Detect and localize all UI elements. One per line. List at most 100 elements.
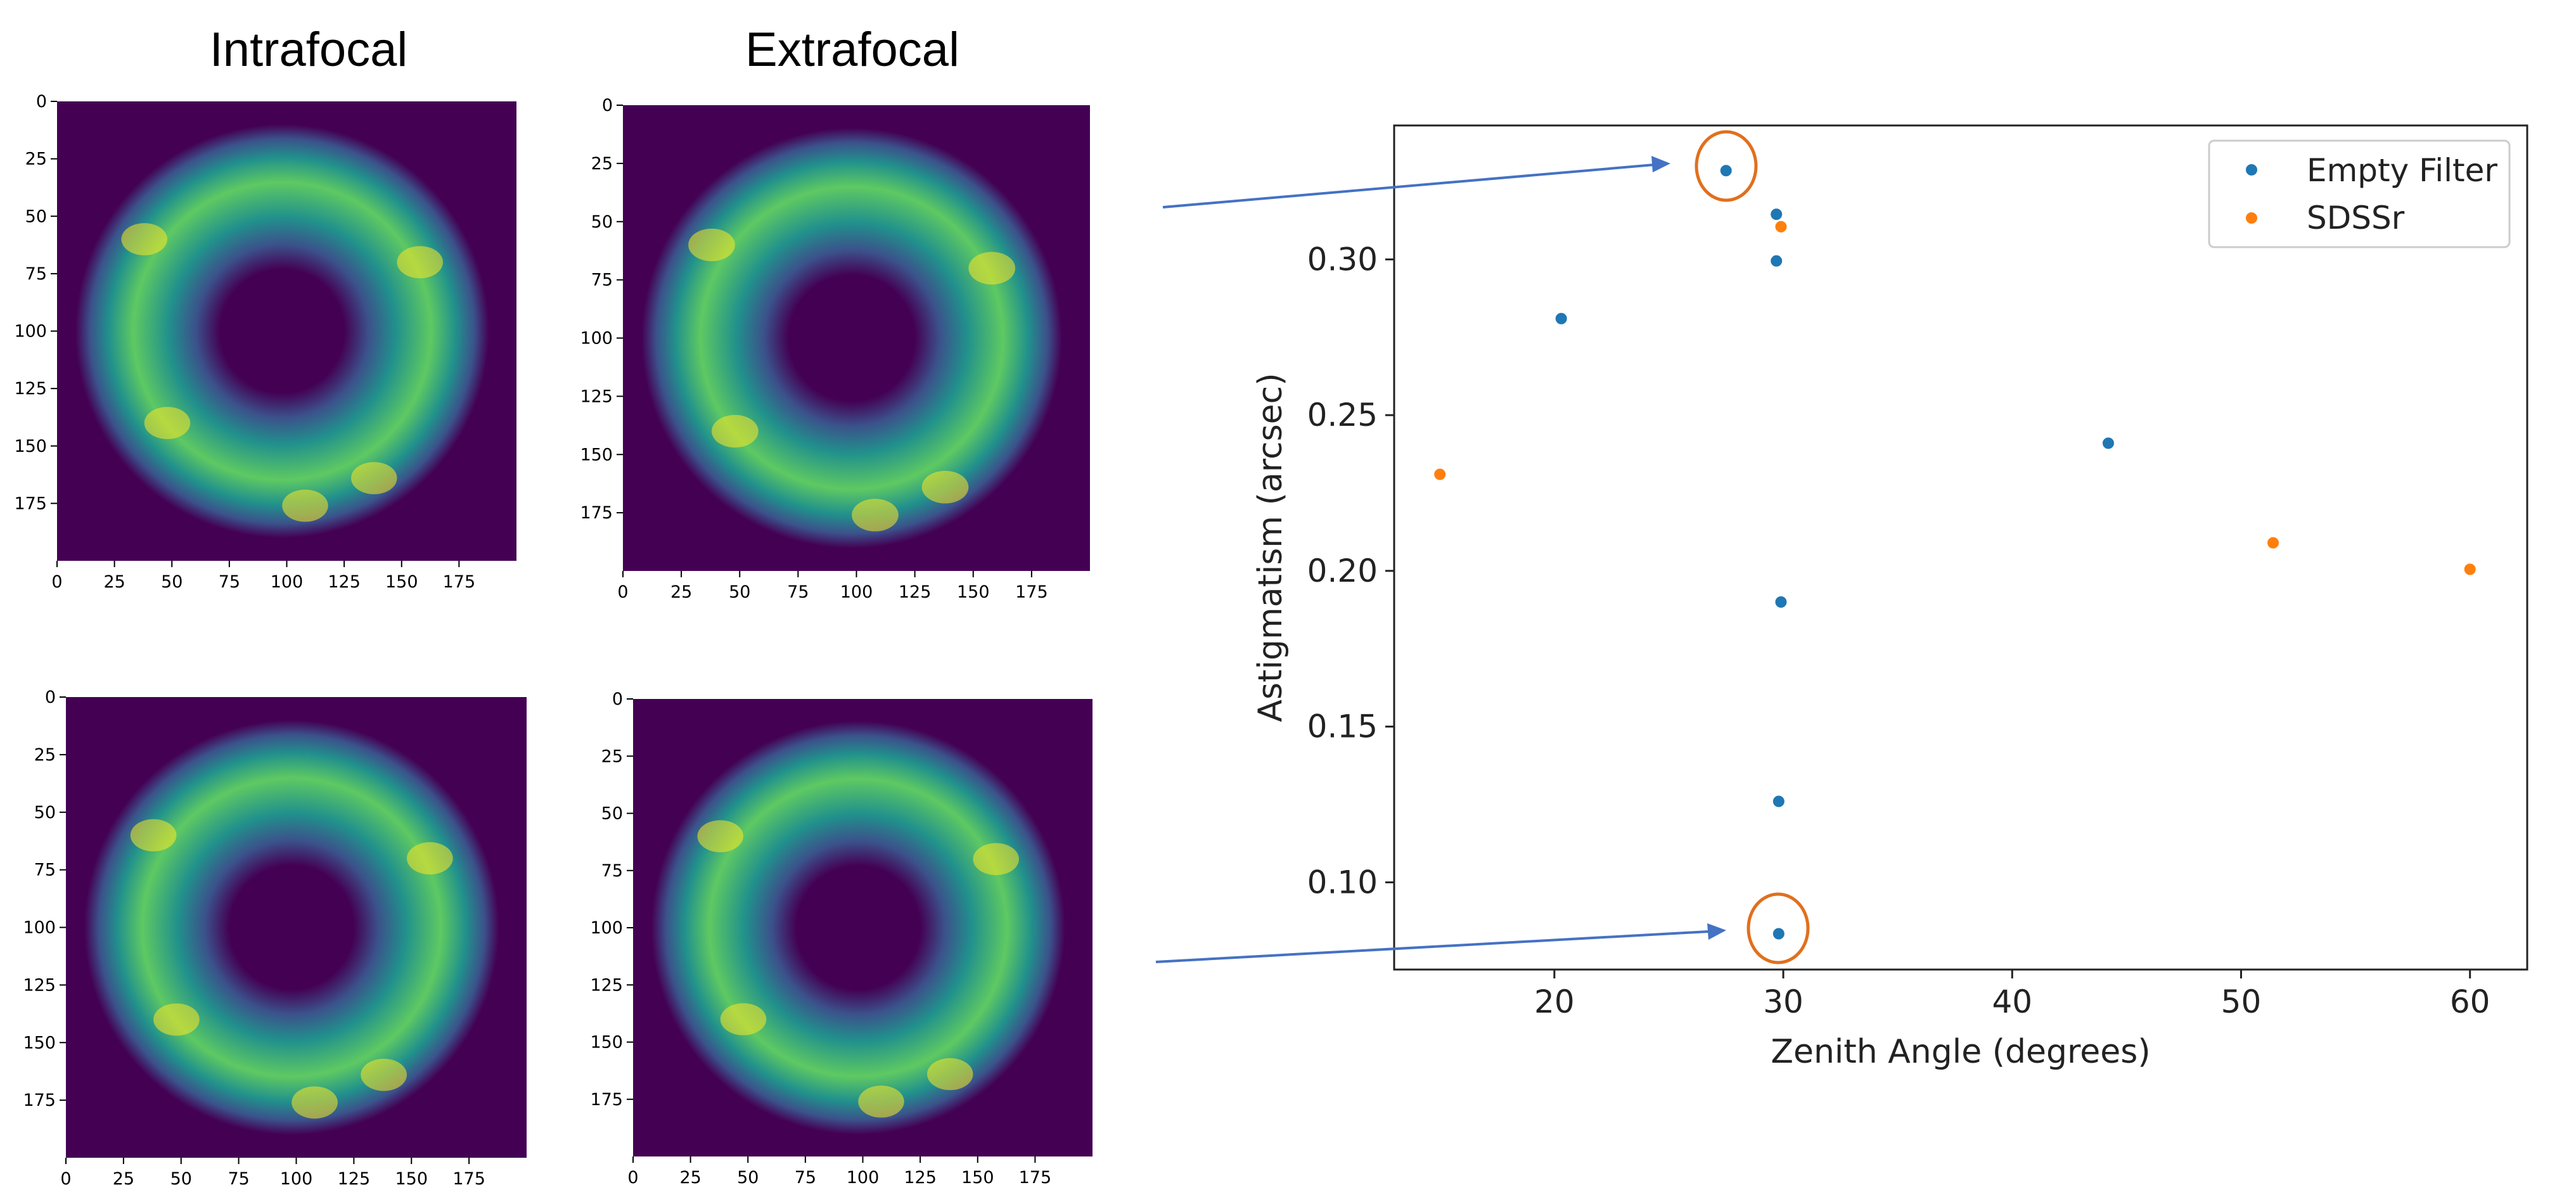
legend-label-empty-filter: Empty Filter (2307, 152, 2497, 189)
point-empty-filter (1774, 595, 1788, 610)
y-tick-label: 25 (25, 150, 47, 169)
y-tick-label: 100 (580, 329, 613, 349)
legend-marker-empty-filter (2245, 163, 2259, 177)
y-tick-label: 75 (601, 861, 623, 881)
x-tick-label: 175 (443, 572, 476, 592)
legend-marker-sdssr (2245, 211, 2259, 225)
y-tick-label: 0.10 (1307, 864, 1378, 900)
y-tick-label: 125 (590, 975, 623, 995)
x-axis-label: Zenith Angle (degrees) (1771, 1033, 2150, 1071)
legend-label-sdssr: SDSSr (2307, 200, 2405, 236)
x-tick-label: 25 (670, 582, 692, 602)
x-tick-label: 100 (271, 572, 304, 592)
x-tick-label: 50 (729, 582, 750, 602)
x-tick-label: 20 (1534, 983, 1575, 1020)
point-sdssr (2463, 562, 2477, 577)
point-empty-filter (1771, 926, 1786, 941)
donut-image-panels: 0 0 25 25 50 50 75 75 100 100 125 125 150 150 175 175 0 0… (14, 92, 1093, 1185)
x-tick-label: 75 (219, 572, 240, 592)
donut-ring (651, 721, 1065, 1135)
intensity-blob (130, 819, 177, 852)
intensity-blob (688, 228, 735, 262)
y-tick-label: 150 (580, 445, 613, 464)
x-tick-label: 50 (161, 572, 183, 592)
y-axis-ticks: 0.10 0.15 0.20 0.25 0.30 (1307, 241, 1394, 900)
donut-panel: 0 0 25 25 50 50 75 75 100 100 125 125 150 150 175 175 (580, 96, 1090, 602)
point-empty-filter (1771, 794, 1786, 809)
y-tick-label: 75 (34, 861, 56, 880)
point-empty-filter (1769, 207, 1784, 222)
intensity-blob (720, 1003, 767, 1035)
y-tick-label: 0 (602, 96, 613, 115)
donut-ring (75, 124, 489, 538)
x-tick-label: 175 (1015, 582, 1048, 602)
intensity-blob (361, 1058, 407, 1091)
intensity-blob (406, 842, 453, 874)
intensity-blob (351, 462, 397, 494)
y-tick-label: 150 (23, 1033, 56, 1053)
y-tick-label: 50 (591, 212, 613, 232)
y-tick-label: 50 (25, 207, 47, 226)
x-tick-label: 100 (847, 1168, 880, 1185)
x-tick-label: 75 (227, 1169, 249, 1185)
data-points (1433, 163, 2477, 941)
y-tick-label: 100 (590, 918, 623, 938)
y-tick-label: 25 (591, 154, 613, 174)
y-tick-label: 75 (591, 271, 613, 290)
x-tick-label: 75 (787, 582, 809, 602)
intensity-blob (282, 489, 328, 522)
scatter-chart: 20 30 40 50 60 0.10 0.15 0.20 0.25 0.30 Zenith A… (1252, 124, 2528, 1071)
x-tick-label: 150 (395, 1169, 428, 1185)
x-tick-label: 0 (617, 582, 628, 602)
point-empty-filter (1719, 163, 1733, 178)
x-tick-label: 25 (103, 572, 125, 592)
x-tick-label: 100 (840, 582, 873, 602)
y-tick-label: 25 (601, 746, 623, 766)
x-tick-label: 150 (961, 1168, 994, 1185)
x-tick-label: 0 (60, 1169, 71, 1185)
intensity-blob (973, 843, 1019, 875)
intensity-blob (927, 1058, 973, 1091)
x-tick-label: 125 (338, 1169, 371, 1185)
donut-panel: 0 0 25 25 50 50 75 75 100 100 125 125 150 150 175 175 (23, 688, 527, 1185)
legend: Empty Filter SDSSr (2208, 139, 2511, 248)
arrow-top-head (1651, 156, 1670, 172)
intensity-blob (144, 407, 191, 439)
y-tick-label: 125 (23, 975, 56, 995)
intensity-blob (121, 223, 167, 255)
x-tick-label: 60 (2450, 983, 2490, 1020)
y-tick-label: 100 (23, 918, 56, 938)
y-tick-label: 125 (14, 379, 47, 399)
x-tick-label: 150 (385, 572, 418, 592)
y-tick-label: 175 (14, 494, 47, 513)
extrafocal-title: Extrafocal (745, 23, 959, 77)
legend-box (2208, 139, 2511, 248)
y-tick-label: 0 (36, 92, 47, 112)
intensity-blob (968, 252, 1016, 285)
arrow-bottom (1155, 930, 1709, 963)
highlight-circle-bottom (1746, 892, 1810, 964)
intrafocal-title: Intrafocal (210, 23, 408, 77)
highlight-circle-top (1695, 130, 1758, 202)
y-tick-label: 0.25 (1307, 397, 1378, 433)
y-tick-label: 0 (612, 689, 623, 709)
annotation-arrows (1155, 156, 1726, 963)
y-tick-label: 100 (14, 322, 47, 342)
y-tick-label: 175 (590, 1090, 623, 1110)
arrow-top (1162, 163, 1655, 208)
x-tick-label: 150 (957, 582, 990, 602)
point-sdssr (1774, 219, 1788, 234)
intensity-blob (858, 1086, 904, 1118)
plot-frame (1393, 124, 2528, 971)
intensity-blob (852, 499, 899, 532)
point-sdssr (2266, 535, 2281, 550)
arrow-bottom-head (1707, 923, 1726, 940)
y-tick-label: 175 (23, 1091, 56, 1110)
y-tick-label: 0.15 (1307, 708, 1378, 745)
x-tick-label: 25 (679, 1168, 701, 1185)
y-tick-label: 125 (580, 387, 613, 406)
y-tick-label: 25 (34, 745, 56, 765)
donut-ring (641, 127, 1062, 549)
y-axis-label: Astigmatism (arcsec) (1252, 373, 1290, 722)
